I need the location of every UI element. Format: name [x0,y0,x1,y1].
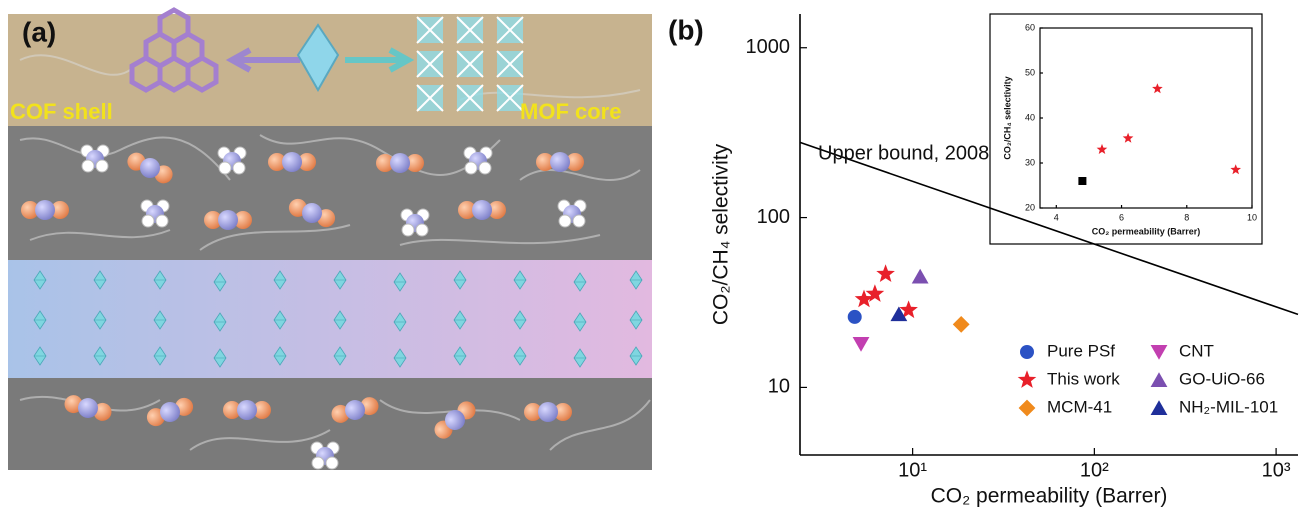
x-tick-label: 10¹ [898,459,927,481]
mof-unit [457,51,483,77]
panel-label: (b) [668,14,704,45]
mof-unit [457,17,483,43]
x-axis-label: CO₂ permeability (Barrer) [931,485,1168,508]
region-label: MOF core [520,99,621,124]
mof-structure [417,17,523,111]
y-axis-label: CO₂/CH₄ selectivity [1002,76,1012,159]
marker [853,337,870,352]
marker [1152,83,1163,93]
x-tick-label: 10² [1080,459,1109,481]
panel-label: (a) [22,16,56,47]
marker [953,316,970,333]
mof-unit [497,51,523,77]
co2 [536,152,584,172]
legend-marker [1151,372,1168,387]
figure: (a) COF shell MOF core 10¹ 10² 10³ 10 100 100… [0,0,1314,513]
x-tick-label: 6 [1119,212,1124,222]
x-tick-label: 10 [1247,212,1257,222]
x-tick-label: 4 [1054,212,1059,222]
legend-label: This work [1047,369,1120,388]
co2 [268,152,316,172]
co2 [223,400,271,420]
legend-marker [1019,400,1036,417]
mof-unit [457,85,483,111]
mof-unit [497,17,523,43]
mof-unit [417,85,443,111]
page: (a) COF shell MOF core 10¹ 10² 10³ 10 100 100… [0,0,1314,513]
marker [876,264,895,282]
co2 [524,402,572,422]
y-tick-label: 100 [757,206,790,228]
x-tick-label: 10³ [1262,459,1291,481]
legend-label: Pure PSf [1047,341,1115,360]
x-axis-label: CO₂ permeability (Barrer) [1092,226,1201,236]
co2 [21,200,69,220]
legend-label: CNT [1179,341,1214,360]
mof-unit [417,51,443,77]
marker [848,310,862,324]
y-axis-label: CO₂/CH₄ selectivity [710,143,733,325]
mof-unit [417,17,443,43]
y-tick-label: 30 [1025,157,1035,167]
y-tick-label: 20 [1025,202,1035,212]
legend-label: GO-UiO-66 [1179,369,1265,388]
legend-label: MCM-41 [1047,397,1112,416]
panel-a: (a) COF shell MOF core [8,10,652,470]
legend-label: NH₂-MIL-101 [1179,397,1278,416]
y-tick-label: 40 [1025,112,1035,122]
y-tick-label: 60 [1025,22,1035,32]
marker [1078,177,1086,185]
legend-marker [1018,370,1037,388]
legend-marker [1151,345,1168,360]
y-tick-label: 50 [1025,67,1035,77]
marker [1230,164,1241,174]
legend-marker [1020,345,1034,359]
x-tick-label: 8 [1184,212,1189,222]
y-tick-label: 10 [768,376,790,398]
marker [1097,144,1108,154]
legend-marker [1151,400,1168,415]
co2 [376,153,424,173]
marker [912,269,929,284]
marker [1123,133,1134,143]
y-tick-label: 1000 [746,36,791,58]
region-label: COF shell [10,99,113,124]
co2 [204,210,252,230]
annotation: Upper bound, 2008 [818,143,989,165]
co2 [458,200,506,220]
plot-frame [1040,28,1252,208]
